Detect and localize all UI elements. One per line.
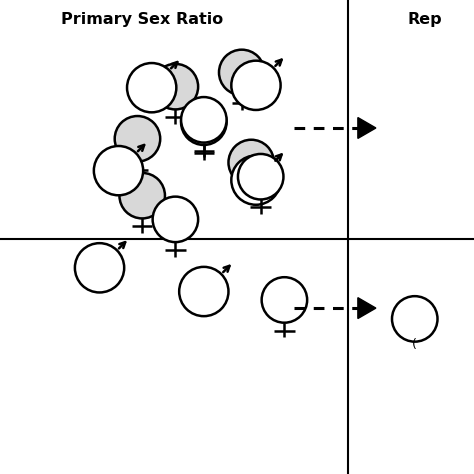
Circle shape bbox=[115, 116, 160, 162]
Text: Rep: Rep bbox=[408, 12, 442, 27]
Circle shape bbox=[119, 173, 165, 219]
Circle shape bbox=[392, 296, 438, 342]
Text: (: ( bbox=[412, 338, 417, 351]
Circle shape bbox=[219, 50, 264, 95]
Circle shape bbox=[238, 154, 283, 200]
Circle shape bbox=[231, 61, 281, 110]
Circle shape bbox=[262, 277, 307, 323]
Circle shape bbox=[153, 64, 198, 109]
Circle shape bbox=[181, 100, 227, 145]
Circle shape bbox=[153, 197, 198, 242]
Circle shape bbox=[75, 243, 124, 292]
Text: Primary Sex Ratio: Primary Sex Ratio bbox=[61, 12, 223, 27]
Circle shape bbox=[179, 267, 228, 316]
Circle shape bbox=[94, 146, 143, 195]
Circle shape bbox=[127, 63, 176, 112]
Circle shape bbox=[231, 155, 281, 205]
Polygon shape bbox=[358, 298, 376, 319]
Circle shape bbox=[181, 97, 227, 143]
Circle shape bbox=[228, 140, 274, 185]
Polygon shape bbox=[358, 118, 376, 138]
